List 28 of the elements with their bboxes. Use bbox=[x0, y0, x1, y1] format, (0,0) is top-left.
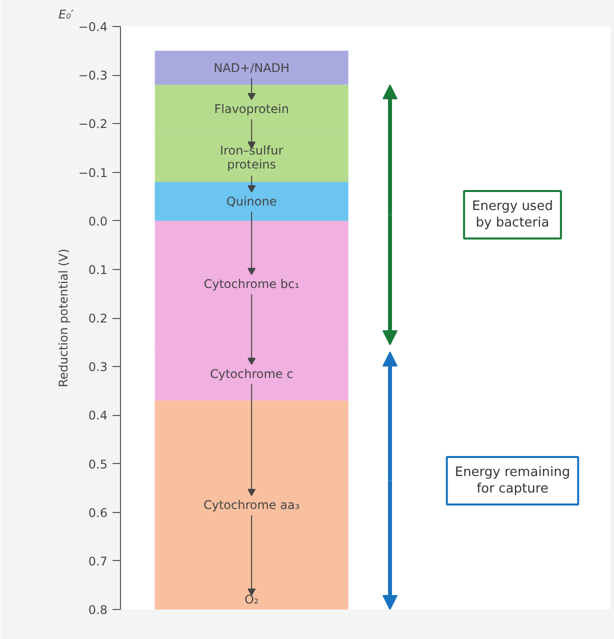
bar bbox=[154, 182, 348, 221]
y-axis-title: Reduction potential (V) bbox=[56, 248, 70, 388]
y-tick-label: 0.7 bbox=[88, 554, 108, 568]
series-label: Quinone bbox=[226, 194, 277, 208]
y-tick-label: 0.6 bbox=[88, 506, 108, 520]
y-tick-label: 0.4 bbox=[88, 408, 108, 423]
y-tick-label: −0.1 bbox=[78, 166, 108, 180]
y-tick-label: −0.2 bbox=[78, 117, 108, 132]
annotation: O₂ bbox=[244, 592, 259, 606]
y-tick-label: 0.8 bbox=[88, 603, 108, 617]
bar bbox=[154, 400, 348, 610]
text: E₀′ bbox=[58, 8, 74, 22]
series-label: Cytochrome bc₁ bbox=[204, 276, 300, 291]
series-label: Iron–sulfur proteins bbox=[220, 144, 284, 172]
y-tick-label: −0.4 bbox=[78, 20, 108, 34]
y-tick-label: 0.1 bbox=[88, 262, 108, 277]
text: Energy remaining for capture bbox=[454, 465, 570, 497]
y-tick-label: 0.3 bbox=[88, 360, 108, 374]
series-label: Cytochrome c bbox=[210, 366, 294, 381]
y-tick-label: 0.0 bbox=[88, 214, 108, 228]
text: Energy used by bacteria bbox=[472, 199, 553, 231]
series-label: Flavoprotein bbox=[214, 102, 289, 116]
y-tick-label: 0.5 bbox=[88, 457, 108, 472]
series-label: Cytochrome aa₃ bbox=[204, 498, 300, 512]
y-tick-label: −0.3 bbox=[78, 68, 108, 83]
series-label: NAD+/NADH bbox=[214, 60, 290, 75]
y-tick-label: 0.2 bbox=[88, 312, 108, 326]
bar bbox=[154, 50, 348, 85]
